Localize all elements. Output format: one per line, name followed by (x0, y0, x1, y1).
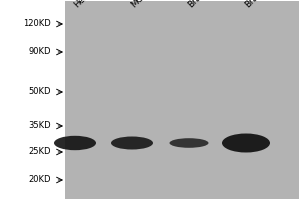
Text: 20KD: 20KD (28, 176, 51, 184)
Text: 35KD: 35KD (28, 121, 51, 130)
Text: 90KD: 90KD (28, 47, 51, 56)
Text: MCF-7: MCF-7 (129, 0, 154, 9)
Ellipse shape (222, 134, 270, 153)
Ellipse shape (111, 137, 153, 150)
Text: Hela: Hela (72, 0, 92, 9)
Text: Brain: Brain (243, 0, 266, 9)
Text: Brain: Brain (186, 0, 208, 9)
Text: 25KD: 25KD (28, 148, 51, 156)
Ellipse shape (54, 136, 96, 150)
Text: 50KD: 50KD (28, 88, 51, 97)
Ellipse shape (169, 138, 208, 148)
Bar (64, 1, 298, 199)
Text: 120KD: 120KD (23, 20, 51, 28)
